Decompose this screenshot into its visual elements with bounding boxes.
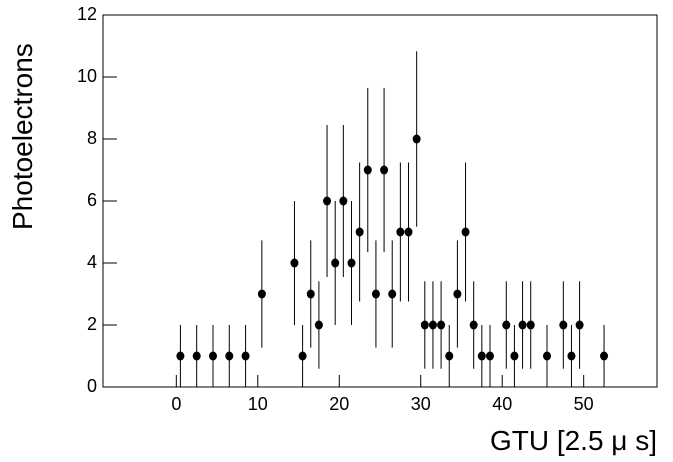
data-point xyxy=(477,351,486,361)
x-tick-label: 30 xyxy=(411,394,431,414)
y-tick-label: 2 xyxy=(87,314,97,334)
data-point xyxy=(380,165,389,175)
x-axis-label: GTU [2.5 μ s] xyxy=(490,425,657,456)
y-axis-label: Photoelectrons xyxy=(7,43,38,230)
data-point xyxy=(453,289,462,299)
data-point xyxy=(445,351,454,361)
data-point xyxy=(176,351,185,361)
x-tick-label: 0 xyxy=(171,394,181,414)
data-point xyxy=(290,258,299,268)
data-point xyxy=(298,351,307,361)
data-point xyxy=(510,351,519,361)
data-point xyxy=(526,320,535,330)
data-point xyxy=(355,227,364,237)
y-tick-label: 6 xyxy=(87,190,97,210)
data-point xyxy=(241,351,250,361)
data-point xyxy=(396,227,405,237)
data-point xyxy=(559,320,568,330)
data-point xyxy=(225,351,234,361)
data-point xyxy=(371,289,380,299)
data-point xyxy=(331,258,340,268)
data-point xyxy=(192,351,201,361)
x-tick-label: 10 xyxy=(248,394,268,414)
data-point xyxy=(306,289,315,299)
data-point xyxy=(323,196,332,206)
data-point xyxy=(600,351,609,361)
data-point xyxy=(485,351,494,361)
data-point xyxy=(502,320,511,330)
data-point xyxy=(420,320,429,330)
data-point xyxy=(339,196,348,206)
data-point xyxy=(518,320,527,330)
y-tick-label: 0 xyxy=(87,376,97,396)
data-point xyxy=(567,351,576,361)
data-point xyxy=(208,351,217,361)
data-point xyxy=(347,258,356,268)
x-tick-label: 50 xyxy=(574,394,594,414)
data-point xyxy=(428,320,437,330)
x-tick-label: 40 xyxy=(492,394,512,414)
data-point xyxy=(437,320,446,330)
y-tick-label: 12 xyxy=(77,4,97,24)
y-tick-label: 10 xyxy=(77,66,97,86)
data-point xyxy=(388,289,397,299)
data-point xyxy=(314,320,323,330)
data-point xyxy=(469,320,478,330)
data-point xyxy=(363,165,372,175)
plot-frame xyxy=(102,14,658,388)
data-point xyxy=(461,227,470,237)
y-tick-label: 8 xyxy=(87,128,97,148)
data-point xyxy=(404,227,413,237)
data-point xyxy=(575,320,584,330)
data-point xyxy=(257,289,266,299)
y-tick-label: 4 xyxy=(87,252,97,272)
data-point xyxy=(543,351,552,361)
data-point xyxy=(412,134,421,144)
x-tick-label: 20 xyxy=(329,394,349,414)
